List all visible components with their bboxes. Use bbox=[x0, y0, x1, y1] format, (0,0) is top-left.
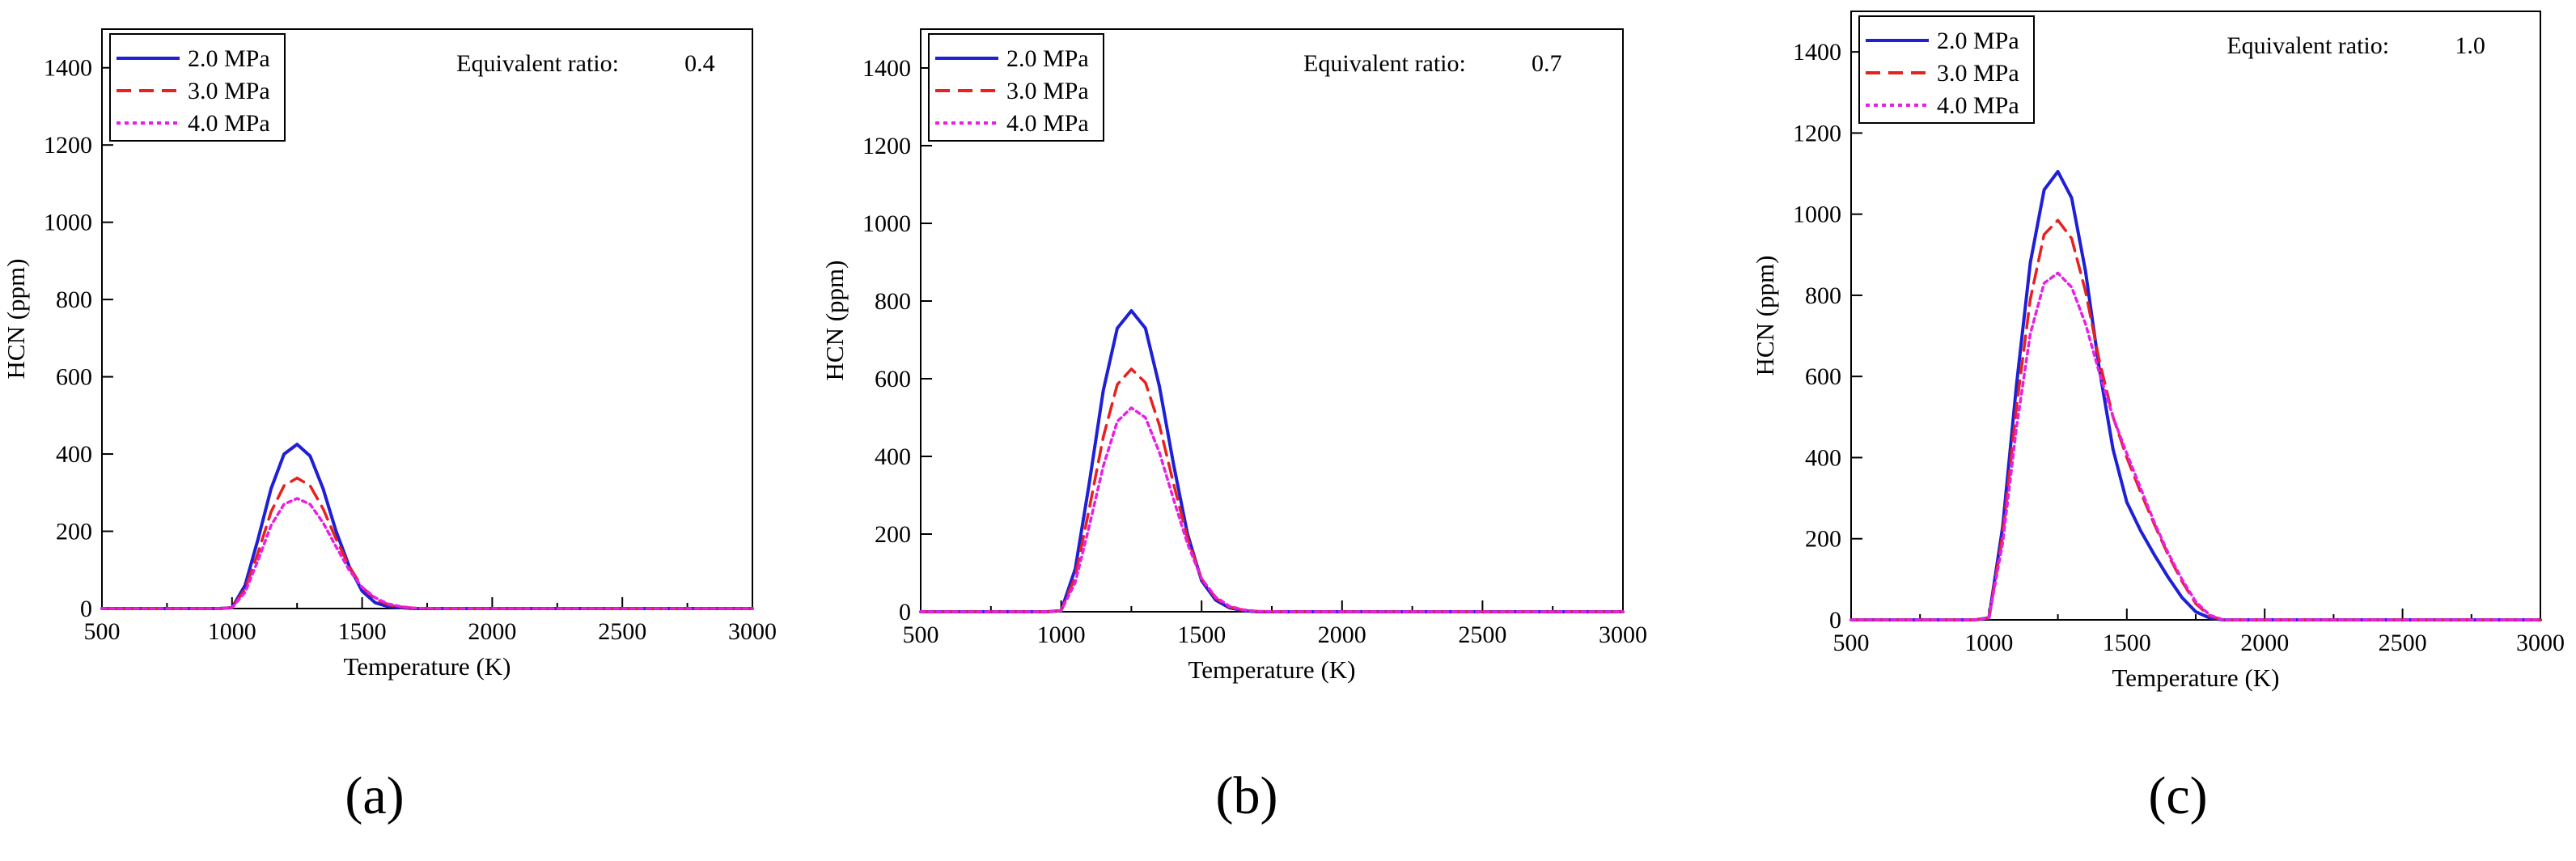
y-tick-label: 1400 bbox=[862, 55, 911, 82]
x-axis-label: Temperature (K) bbox=[1188, 655, 1356, 684]
y-tick-label: 200 bbox=[56, 519, 92, 545]
y-tick-label: 1000 bbox=[862, 210, 911, 237]
x-tick-label: 2000 bbox=[468, 618, 516, 645]
y-axis-label: HCN (ppm) bbox=[1751, 256, 1779, 376]
x-tick-label: 2500 bbox=[2379, 630, 2427, 656]
y-tick-label: 800 bbox=[56, 286, 92, 313]
y-tick-label: 1400 bbox=[44, 55, 92, 82]
y-tick-label: 1000 bbox=[1793, 201, 1841, 228]
y-tick-label: 1200 bbox=[1793, 120, 1841, 146]
equivalent-ratio-label: Equivalent ratio: bbox=[2226, 32, 2389, 59]
y-tick-label: 200 bbox=[875, 521, 911, 548]
panel-c: 500 1000 1500 2000 2500 3000 0 200 400 600 800 1000… bbox=[1751, 11, 2565, 825]
equivalent-ratio-value: 0.7 bbox=[1532, 50, 1562, 77]
panel-a: 500 1000 1500 2000 2500 3000 0 200 400 600 800 1000… bbox=[2, 28, 777, 825]
legend-box bbox=[1858, 15, 2035, 124]
legend-label: 3.0 MPa bbox=[1006, 78, 1089, 104]
x-tick-label: 500 bbox=[84, 618, 121, 645]
y-tick-label: 0 bbox=[899, 599, 911, 626]
series-line-3-0-mpa bbox=[919, 367, 1625, 613]
y-tick-label: 600 bbox=[875, 366, 911, 392]
y-tick-label: 400 bbox=[1805, 444, 1841, 471]
y-tick-label: 1400 bbox=[1793, 39, 1841, 66]
series-line-2-0-mpa bbox=[1849, 170, 2542, 621]
series-line-2-0-mpa bbox=[100, 443, 754, 610]
y-tick-label: 0 bbox=[80, 596, 92, 622]
panel-b: 500 1000 1500 2000 2500 3000 0 200 400 600 800 1000… bbox=[820, 28, 1647, 825]
x-tick-label: 2500 bbox=[598, 618, 646, 645]
y-tick-label: 400 bbox=[56, 441, 92, 468]
x-tick-label: 2500 bbox=[1458, 621, 1506, 648]
y-axis-label: HCN (ppm) bbox=[820, 261, 849, 381]
y-tick-label: 800 bbox=[1805, 282, 1841, 309]
x-tick-label: 1000 bbox=[208, 618, 256, 645]
y-tick-label: 1200 bbox=[44, 132, 92, 159]
legend-label: 3.0 MPa bbox=[1937, 60, 2019, 87]
legend-label: 2.0 MPa bbox=[188, 45, 270, 72]
x-tick-label: 3000 bbox=[2516, 630, 2565, 656]
equivalent-ratio-value: 1.0 bbox=[2455, 32, 2485, 59]
series-line-4-0-mpa bbox=[100, 497, 754, 610]
x-tick-label: 1000 bbox=[1037, 621, 1086, 648]
y-tick-label: 400 bbox=[875, 443, 911, 470]
series-line-2-0-mpa bbox=[919, 309, 1625, 613]
y-tick-label: 0 bbox=[1829, 607, 1841, 634]
y-tick-label: 800 bbox=[875, 288, 911, 315]
legend-label: 3.0 MPa bbox=[188, 78, 270, 104]
x-tick-label: 500 bbox=[1833, 630, 1870, 656]
legend-label: 4.0 MPa bbox=[1006, 110, 1089, 137]
x-tick-label: 500 bbox=[903, 621, 939, 648]
legend-label: 4.0 MPa bbox=[188, 110, 270, 137]
x-axis-label: Temperature (K) bbox=[344, 652, 511, 681]
equivalent-ratio-value: 0.4 bbox=[684, 50, 715, 77]
x-tick-label: 1000 bbox=[1964, 630, 2013, 656]
series-line-3-0-mpa bbox=[100, 476, 754, 610]
legend-label: 2.0 MPa bbox=[1937, 28, 2019, 54]
x-tick-label: 2000 bbox=[2240, 630, 2289, 656]
y-tick-label: 1000 bbox=[44, 210, 92, 236]
x-tick-label: 2000 bbox=[1318, 621, 1366, 648]
legend-box bbox=[928, 33, 1104, 142]
equivalent-ratio-label: Equivalent ratio: bbox=[456, 50, 619, 77]
series-line-3-0-mpa bbox=[1849, 218, 2542, 621]
y-tick-label: 200 bbox=[1805, 526, 1841, 553]
y-tick-label: 600 bbox=[56, 364, 92, 391]
y-tick-label: 1200 bbox=[862, 133, 911, 159]
legend-label: 4.0 MPa bbox=[1937, 92, 2019, 119]
series-line-4-0-mpa bbox=[1849, 271, 2542, 621]
x-tick-label: 3000 bbox=[728, 618, 777, 645]
x-tick-label: 1500 bbox=[338, 618, 387, 645]
x-axis-label: Temperature (K) bbox=[2112, 664, 2280, 692]
x-tick-label: 1500 bbox=[2103, 630, 2151, 656]
legend-box bbox=[109, 33, 286, 142]
series-line-4-0-mpa bbox=[919, 406, 1625, 613]
y-tick-label: 600 bbox=[1805, 363, 1841, 390]
y-axis-label: HCN (ppm) bbox=[2, 259, 30, 380]
x-tick-label: 3000 bbox=[1599, 621, 1647, 648]
panel-label: (a) bbox=[345, 766, 404, 825]
panel-label: (b) bbox=[1216, 766, 1278, 825]
equivalent-ratio-label: Equivalent ratio: bbox=[1303, 50, 1466, 77]
legend-label: 2.0 MPa bbox=[1006, 45, 1089, 72]
panel-label: (c) bbox=[2148, 766, 2207, 825]
x-tick-label: 1500 bbox=[1177, 621, 1226, 648]
